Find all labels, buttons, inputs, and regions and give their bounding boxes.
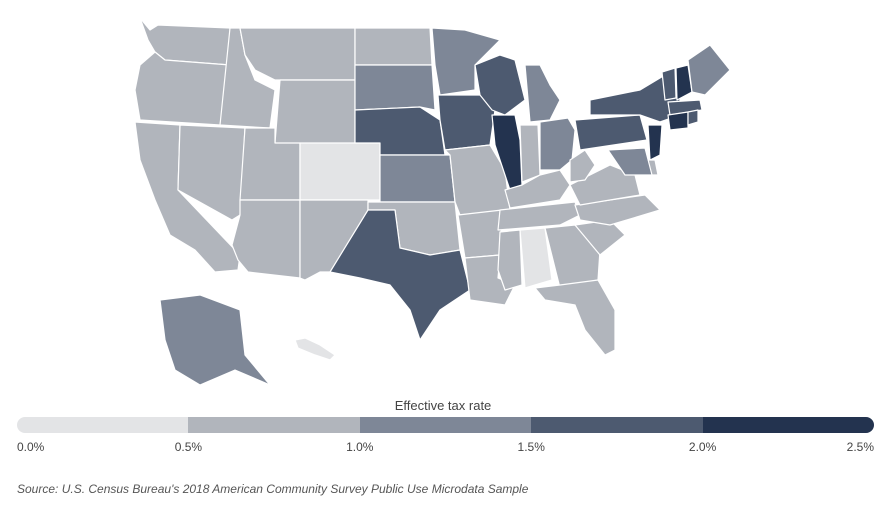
state-wy: [274, 79, 356, 146]
state-wv: [569, 149, 596, 183]
legend-tick: 0.0%: [17, 440, 45, 454]
legend-tick: 2.0%: [688, 440, 717, 454]
state-ky: [504, 169, 571, 209]
legend-title: Effective tax rate: [394, 398, 492, 413]
state-hi: [294, 337, 336, 361]
legend-tick: 2.5%: [846, 440, 874, 454]
state-ak: [159, 294, 271, 386]
state-ks: [379, 154, 456, 203]
state-nj: [647, 124, 663, 161]
us-map-svg: [134, 17, 731, 386]
state-ct: [667, 111, 689, 131]
legend-swatch-1: [188, 417, 360, 433]
state-ms: [497, 229, 523, 291]
legend-bar: [17, 417, 875, 433]
state-wi: [474, 54, 526, 116]
state-me: [687, 44, 731, 96]
state-pa: [574, 114, 648, 151]
state-md: [607, 147, 653, 176]
state-az: [231, 199, 301, 279]
state-ri: [687, 109, 699, 126]
legend-swatch-4: [702, 417, 875, 433]
state-tn: [497, 201, 581, 231]
state-fl: [534, 279, 616, 356]
state-mt: [239, 27, 356, 81]
legend-swatch-3: [531, 417, 703, 433]
legend-tick: 1.5%: [517, 440, 545, 454]
state-nv: [177, 124, 246, 221]
state-in: [519, 124, 541, 183]
state-co: [299, 142, 381, 201]
source-note: Source: U.S. Census Bureau's 2018 Americ…: [17, 482, 529, 496]
legend-swatch-2: [359, 417, 532, 433]
state-ar: [457, 209, 503, 259]
legend-tick: 0.5%: [174, 440, 203, 454]
legend-swatch-0: [17, 417, 189, 433]
us-map: [120, 10, 780, 395]
state-tx: [329, 209, 471, 341]
legend-tick: 1.0%: [346, 440, 374, 454]
state-sd: [354, 64, 436, 111]
state-al: [519, 227, 553, 289]
state-vt: [661, 67, 677, 101]
state-ga: [544, 224, 601, 289]
state-nd: [354, 27, 433, 66]
state-mi: [524, 64, 561, 123]
state-mn: [431, 27, 501, 96]
